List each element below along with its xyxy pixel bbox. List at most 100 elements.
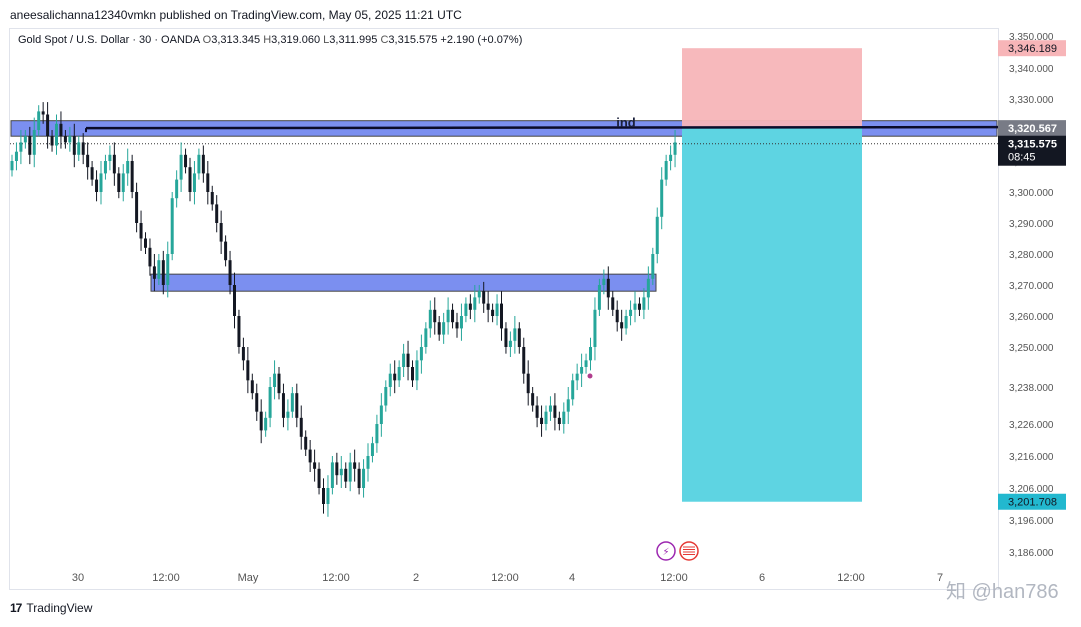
candle-body: [473, 297, 477, 310]
x-tick-label: 4: [569, 572, 575, 584]
candle-body: [468, 303, 472, 310]
candle-body: [433, 309, 437, 323]
x-tick-label: 7: [937, 572, 943, 584]
low-value: 3,311.995: [329, 34, 378, 46]
candle-body: [637, 303, 641, 310]
candle-body: [308, 449, 312, 463]
candle-body: [517, 328, 521, 347]
candle-body: [370, 443, 374, 456]
x-tick-label: 12:00: [660, 572, 688, 584]
candle-body: [388, 373, 392, 387]
candle-body: [19, 142, 23, 152]
candle-body: [206, 173, 210, 192]
x-tick-label: 6: [759, 572, 765, 584]
candle-body: [304, 436, 308, 450]
candle-body: [152, 266, 156, 279]
candle-body: [624, 316, 628, 329]
candle-body: [41, 111, 45, 115]
candle-body: [379, 405, 383, 424]
candle-body: [14, 151, 18, 161]
candle-body: [411, 367, 414, 381]
symbol-name[interactable]: Gold Spot / U.S. Dollar · 30 · OANDA: [18, 34, 200, 46]
candle-body: [633, 303, 637, 310]
candle-body: [130, 161, 134, 192]
candle-body: [210, 192, 214, 205]
candle-body: [437, 322, 441, 335]
tradingview-logo-icon: 17: [10, 601, 22, 615]
candle-body: [144, 238, 147, 248]
candle-body: [344, 468, 348, 482]
candle-body: [259, 411, 263, 431]
tradingview-brand: TradingView: [26, 601, 93, 615]
candle-body: [548, 405, 552, 412]
change-value: +2.190 (+0.07%): [440, 34, 523, 46]
candle-body: [197, 154, 201, 174]
candle-body: [348, 462, 352, 482]
lightning-icon: [656, 541, 676, 561]
candle-body: [597, 285, 601, 310]
candle-body: [459, 316, 463, 329]
candle-body: [384, 387, 388, 406]
candle-body: [313, 462, 317, 469]
candle-body: [166, 254, 170, 285]
candle-body: [660, 179, 664, 217]
x-tick-label: 2: [413, 572, 419, 584]
candle-body: [295, 393, 299, 418]
candle-body: [375, 424, 379, 444]
candle-body: [37, 111, 41, 130]
published-by-text: aneesalichanna12340vmkn published on Tra…: [10, 8, 462, 22]
candle-body: [161, 260, 165, 285]
candle-body: [673, 142, 677, 155]
candle-body: [28, 136, 32, 155]
candle-body: [290, 393, 294, 412]
event-marker: [587, 373, 593, 379]
candle-body: [362, 468, 366, 488]
candle-body: [602, 278, 606, 285]
candle-body: [241, 347, 245, 361]
candle-body: [103, 161, 107, 174]
candle-body: [135, 192, 139, 223]
candle-body: [237, 316, 241, 347]
candle-body: [32, 130, 36, 155]
candle-body: [23, 136, 27, 143]
chart-frame[interactable]: [9, 28, 999, 590]
candle-body: [46, 114, 50, 137]
stop-price-text: 3,346.189: [1008, 43, 1057, 55]
candle-body: [442, 322, 446, 335]
candle-body: [330, 462, 334, 488]
target-price-text: 3,201.708: [1008, 497, 1057, 509]
candle-body: [611, 297, 615, 310]
candle-body: [264, 417, 268, 431]
candle-body: [531, 393, 535, 406]
x-tick-label: 12:00: [152, 572, 180, 584]
candle-body: [63, 136, 67, 143]
candle-body: [589, 347, 592, 361]
tradingview-footer[interactable]: 17 TradingView: [10, 601, 92, 615]
candle-body: [184, 154, 188, 168]
candle-body: [112, 154, 116, 174]
line-price-text: 3,320.567: [1008, 123, 1057, 135]
candle-body: [451, 309, 455, 323]
candle-body: [553, 405, 557, 418]
candle-body: [593, 309, 597, 347]
horizontal-line: [85, 125, 999, 130]
candle-body: [428, 309, 432, 329]
candle-body: [224, 241, 228, 261]
candle-body: [268, 387, 272, 418]
countdown-text: 08:45: [1008, 152, 1036, 164]
candle-body: [277, 373, 281, 394]
candle-body: [59, 123, 63, 137]
x-tick-label: May: [238, 572, 259, 584]
candle-body: [575, 373, 579, 381]
target-price-tag: [998, 493, 1066, 510]
take-profit-zone: [682, 128, 862, 502]
y-tick-label: 3,350.000: [1009, 32, 1054, 43]
candle-body: [215, 204, 219, 223]
candle-body: [397, 367, 401, 381]
candle-body: [228, 260, 232, 285]
candle-body: [486, 303, 490, 310]
candle-body: [90, 167, 94, 180]
candle-body: [393, 373, 397, 381]
x-tick-label: 12:00: [491, 572, 519, 584]
